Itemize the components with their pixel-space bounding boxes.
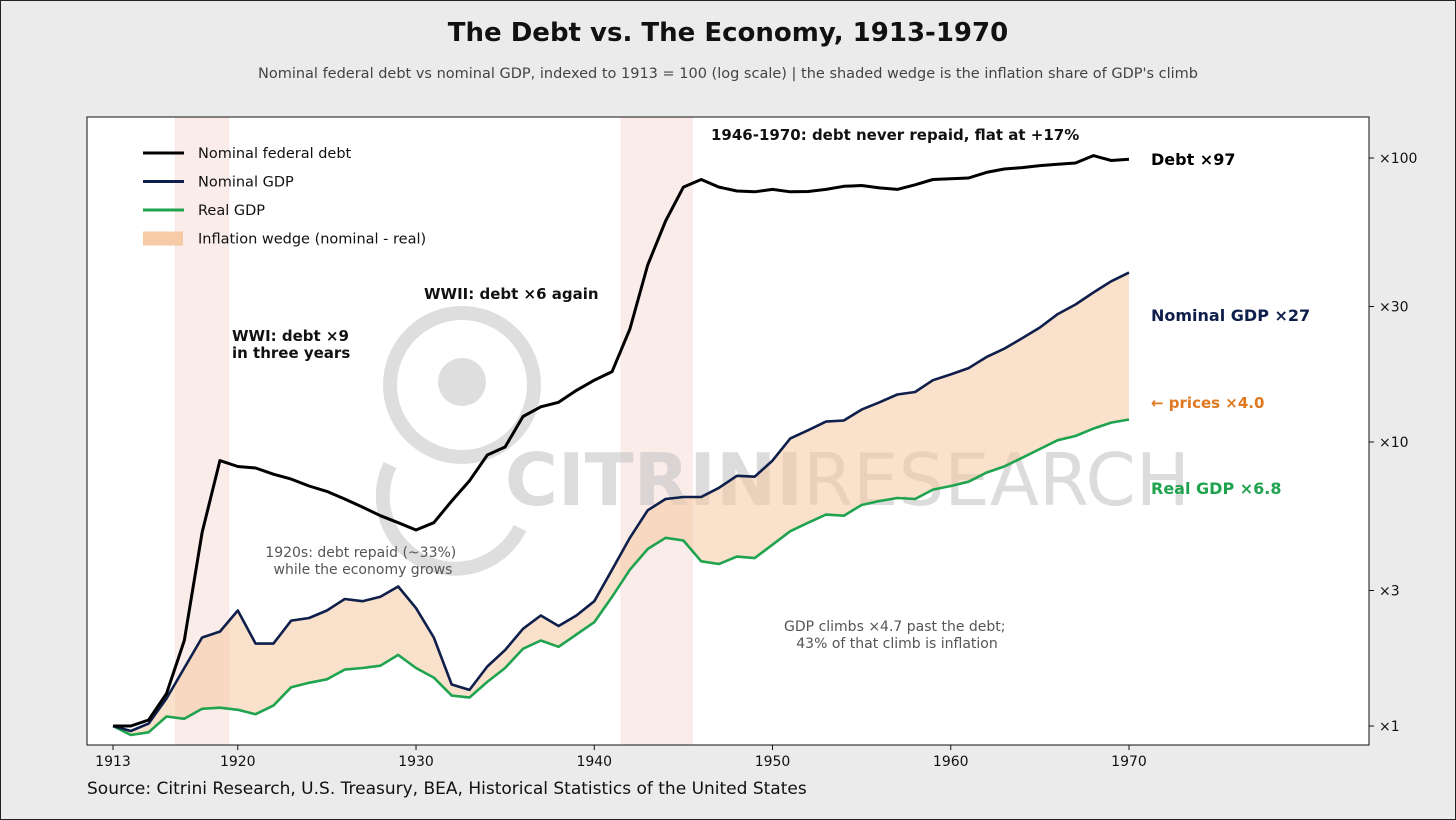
y-axis: ×1 ×3 ×10 ×30 ×100 — [1369, 151, 1417, 735]
watermark-ring — [383, 306, 541, 464]
legend-label-0: Nominal federal debt — [198, 146, 352, 162]
x-axis: 1913 1920 1930 1940 1950 1960 1970 — [95, 745, 1147, 770]
inflation-wedge — [113, 272, 1129, 735]
y-tick-label-10: ×10 — [1379, 435, 1409, 451]
series-line-real-gdp — [112, 418, 1130, 737]
legend-label-2: Real GDP — [198, 203, 265, 219]
series-line-nominal-gdp — [112, 271, 1130, 733]
chart-subtitle: Nominal federal debt vs nominal GDP, ind… — [257, 66, 1198, 82]
end-label-real: Real GDP ×6.8 — [1151, 479, 1281, 498]
x-tick-label-1950: 1950 — [755, 754, 791, 770]
x-tick-label-1913: 1913 — [95, 754, 131, 770]
x-tick-label-1960: 1960 — [933, 754, 969, 770]
legend-label-1: Nominal GDP — [198, 175, 294, 191]
legend: Nominal federal debt Nominal GDP Real GDP I… — [143, 146, 426, 248]
annotation-climb: GDP climbs ×4.7 past the debt; 43% of th… — [784, 619, 1010, 652]
end-label-nominal: Nominal GDP ×27 — [1151, 306, 1310, 325]
annotation-wwi-line2: in three years — [232, 344, 350, 362]
annotation-climb-line1: GDP climbs ×4.7 past the debt; — [784, 619, 1005, 635]
source-note: Source: Citrini Research, U.S. Treasury,… — [87, 779, 807, 799]
series-lines — [112, 154, 1130, 737]
y-tick-label-100: ×100 — [1379, 151, 1417, 167]
y-tick-label-3: ×3 — [1379, 583, 1400, 599]
x-tick-label-1920: 1920 — [220, 754, 256, 770]
legend-swatch-3 — [143, 231, 183, 246]
x-tick-label-1930: 1930 — [398, 754, 434, 770]
end-label-debt: Debt ×97 — [1151, 150, 1235, 169]
annotation-twenties: 1920s: debt repaid (~33%) while the econ… — [265, 545, 460, 578]
end-labels: Debt ×97 Nominal GDP ×27 ← prices ×4.0 R… — [1151, 150, 1310, 498]
annotation-twenties-line1: 1920s: debt repaid (~33%) — [265, 545, 456, 561]
x-tick-label-1970: 1970 — [1111, 754, 1147, 770]
watermark-arc — [375, 461, 527, 576]
annotation-wwii: WWII: debt ×6 again — [424, 285, 599, 303]
x-tick-label-1940: 1940 — [576, 754, 612, 770]
end-label-prices: ← prices ×4.0 — [1151, 394, 1264, 412]
war-band-1 — [620, 117, 693, 745]
annotation-climb-line2: 43% of that climb is inflation — [796, 636, 997, 652]
chart-title: The Debt vs. The Economy, 1913-1970 — [447, 18, 1009, 48]
watermark-head — [438, 358, 486, 406]
series-line-nominal-federal-debt — [113, 154, 1130, 728]
y-tick-label-1: ×1 — [1379, 719, 1400, 735]
annotation-wwi: WWI: debt ×9 in three years — [232, 327, 354, 362]
annotation-postwar: 1946-1970: debt never repaid, flat at +1… — [711, 126, 1079, 144]
annotation-twenties-line2: while the economy grows — [274, 562, 453, 578]
annotations: WWI: debt ×9 in three years WWII: debt ×… — [232, 126, 1079, 652]
legend-label-3: Inflation wedge (nominal - real) — [198, 232, 426, 248]
y-tick-label-30: ×30 — [1379, 299, 1409, 315]
annotation-wwi-line1: WWI: debt ×9 — [232, 327, 349, 345]
